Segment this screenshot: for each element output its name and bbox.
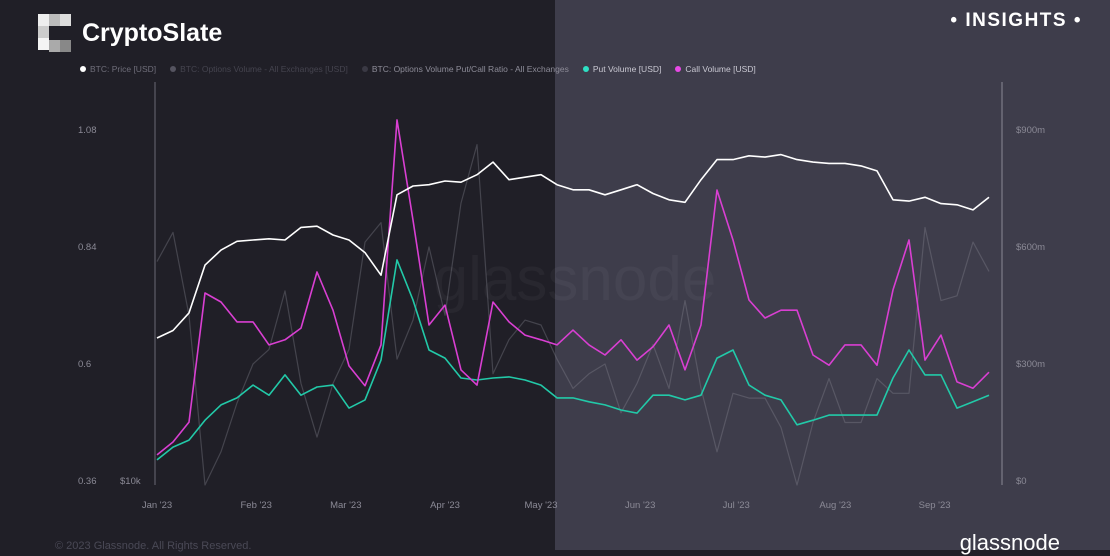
insights-badge: • INSIGHTS • — [950, 10, 1082, 31]
x-tick: Jul '23 — [723, 500, 750, 511]
legend-item-total-volume[interactable]: BTC: Options Volume - All Exchanges [USD… — [170, 64, 348, 74]
price-line — [156, 153, 990, 339]
cryptoslate-logo: CryptoSlate — [38, 14, 222, 52]
x-tick: Aug '23 — [819, 500, 851, 511]
y-right-tick: $300m — [1016, 359, 1045, 370]
y-right-tick: $900m — [1016, 125, 1045, 136]
chart-legend: BTC: Price [USD] BTC: Options Volume - A… — [80, 64, 756, 74]
legend-item-call[interactable]: Call Volume [USD] — [675, 64, 756, 74]
x-tick: Mar '23 — [330, 500, 361, 511]
legend-dot — [675, 66, 682, 72]
y-right-tick: $0 — [1016, 476, 1027, 487]
watermark: glassnode — [434, 245, 717, 314]
legend-label: Put Volume [USD] — [592, 64, 662, 74]
price-axis-label: $10k — [120, 476, 141, 487]
x-tick: Feb '23 — [241, 500, 272, 511]
x-tick: Jan '23 — [142, 500, 172, 511]
y-left-tick: 0.6 — [78, 359, 91, 370]
legend-item-ratio[interactable]: BTC: Options Volume Put/Call Ratio - All… — [361, 64, 569, 74]
put-volume-line — [156, 259, 990, 461]
copyright: © 2023 Glassnode. All Rights Reserved. — [55, 540, 252, 552]
y-left-tick: 0.84 — [78, 242, 97, 253]
x-tick: May '23 — [525, 500, 558, 511]
legend-dot — [80, 66, 86, 72]
legend-dot — [582, 66, 589, 72]
right-overlay-panel — [555, 0, 1110, 550]
y-left-tick: 0.36 — [78, 476, 97, 487]
y-right-tick: $600m — [1016, 242, 1045, 253]
y-left-tick: 1.08 — [78, 125, 97, 136]
brand-name: CryptoSlate — [82, 18, 223, 47]
put-call-ratio-line — [156, 144, 990, 486]
legend-label: BTC: Options Volume - All Exchanges [USD… — [180, 64, 348, 74]
x-tick: Jun '23 — [625, 500, 655, 511]
legend-label: BTC: Price [USD] — [90, 64, 157, 74]
glassnode-logo: glassnode — [959, 530, 1060, 555]
call-volume-line — [156, 119, 990, 456]
x-tick: Sep '23 — [919, 500, 951, 511]
legend-dot — [170, 66, 177, 72]
legend-item-put[interactable]: Put Volume [USD] — [582, 64, 662, 74]
legend-label: Call Volume [USD] — [685, 64, 756, 74]
legend-dot — [361, 66, 368, 72]
legend-label: BTC: Options Volume Put/Call Ratio - All… — [371, 64, 569, 74]
x-tick: Apr '23 — [430, 500, 460, 511]
cryptoslate-logo-icon — [38, 14, 72, 52]
legend-item-price[interactable]: BTC: Price [USD] — [80, 64, 156, 74]
